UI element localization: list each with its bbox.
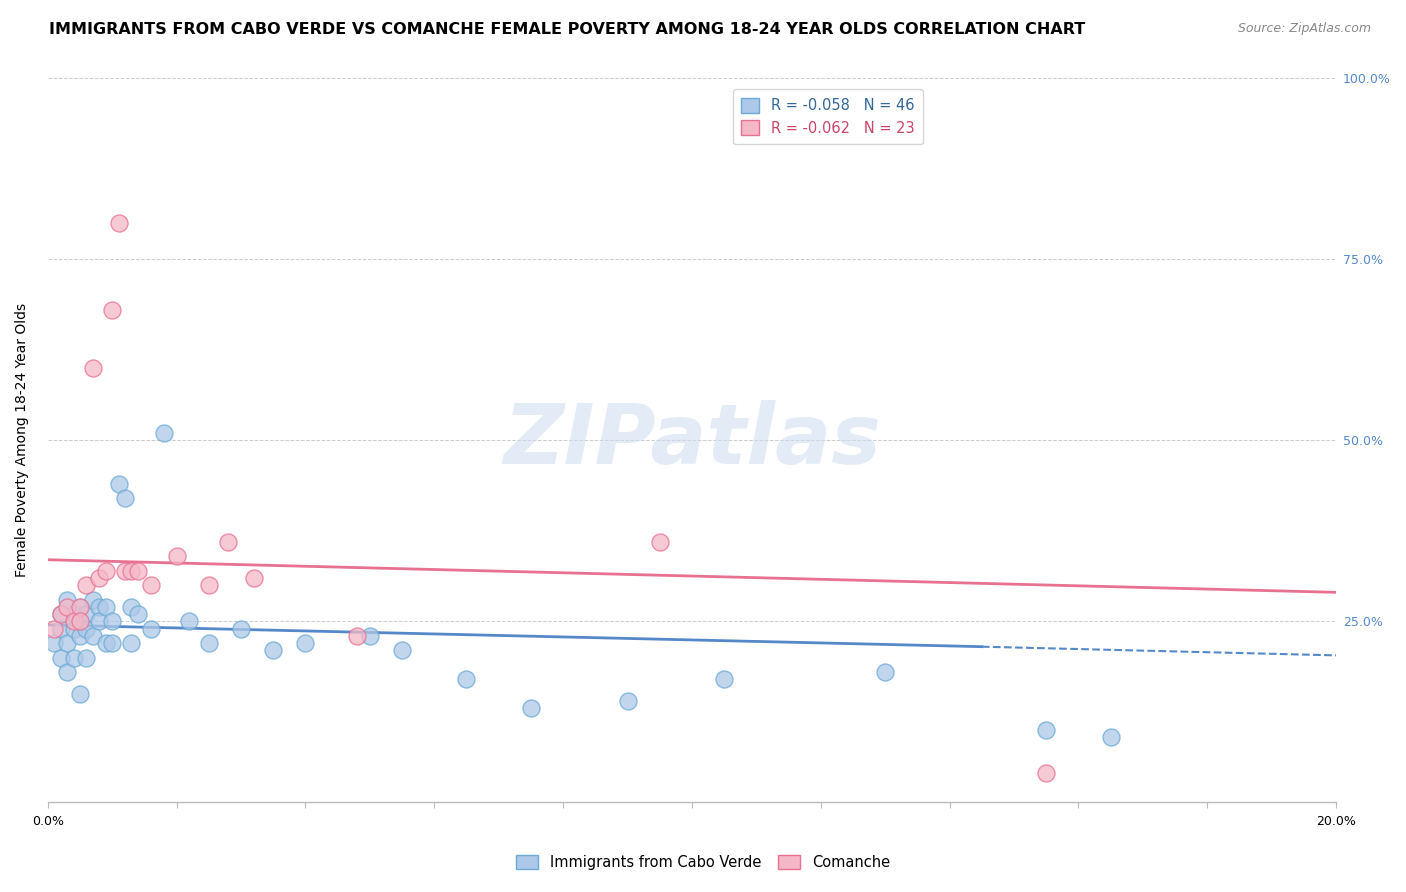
Point bbox=[94, 599, 117, 614]
Legend: R = -0.058   N = 46, R = -0.062   N = 23: R = -0.058 N = 46, R = -0.062 N = 23 bbox=[733, 89, 922, 145]
Point bbox=[127, 564, 149, 578]
Point bbox=[89, 599, 111, 614]
Text: ZIPatlas: ZIPatlas bbox=[503, 400, 882, 481]
Legend: Immigrants from Cabo Verde, Comanche: Immigrants from Cabo Verde, Comanche bbox=[510, 849, 896, 876]
Point bbox=[179, 615, 201, 629]
Point bbox=[56, 592, 79, 607]
Point bbox=[152, 425, 174, 440]
Text: Source: ZipAtlas.com: Source: ZipAtlas.com bbox=[1237, 22, 1371, 36]
Point bbox=[121, 599, 143, 614]
Point bbox=[346, 629, 368, 643]
Point bbox=[94, 564, 117, 578]
Point bbox=[127, 607, 149, 621]
Point bbox=[294, 636, 316, 650]
Point bbox=[75, 650, 97, 665]
Point bbox=[107, 216, 129, 230]
Point bbox=[94, 636, 117, 650]
Point bbox=[69, 599, 91, 614]
Point bbox=[89, 571, 111, 585]
Point bbox=[262, 643, 284, 657]
Point bbox=[101, 302, 124, 317]
Point bbox=[121, 564, 143, 578]
Point bbox=[1035, 766, 1057, 780]
Point bbox=[69, 615, 91, 629]
Point bbox=[75, 578, 97, 592]
Point bbox=[139, 578, 162, 592]
Point bbox=[69, 615, 91, 629]
Point bbox=[114, 491, 136, 505]
Point bbox=[62, 622, 84, 636]
Point bbox=[520, 701, 543, 715]
Point bbox=[82, 592, 104, 607]
Point bbox=[56, 599, 79, 614]
Point bbox=[44, 622, 66, 636]
Point bbox=[56, 665, 79, 679]
Point bbox=[82, 360, 104, 375]
Point bbox=[198, 578, 221, 592]
Point bbox=[75, 607, 97, 621]
Point bbox=[1035, 723, 1057, 737]
Point bbox=[49, 607, 72, 621]
Point bbox=[101, 636, 124, 650]
Point bbox=[359, 629, 381, 643]
Point bbox=[217, 534, 239, 549]
Point bbox=[875, 665, 897, 679]
Point bbox=[243, 571, 266, 585]
Point bbox=[713, 673, 735, 687]
Point bbox=[114, 564, 136, 578]
Point bbox=[391, 643, 413, 657]
Point bbox=[166, 549, 188, 563]
Point bbox=[107, 476, 129, 491]
Point bbox=[229, 622, 252, 636]
Point bbox=[49, 607, 72, 621]
Point bbox=[56, 636, 79, 650]
Point bbox=[1099, 731, 1122, 745]
Point bbox=[198, 636, 221, 650]
Point bbox=[69, 629, 91, 643]
Point bbox=[101, 615, 124, 629]
Point bbox=[89, 615, 111, 629]
Point bbox=[121, 636, 143, 650]
Point bbox=[456, 673, 478, 687]
Point bbox=[69, 599, 91, 614]
Point bbox=[648, 534, 671, 549]
Point bbox=[139, 622, 162, 636]
Point bbox=[616, 694, 638, 708]
Text: IMMIGRANTS FROM CABO VERDE VS COMANCHE FEMALE POVERTY AMONG 18-24 YEAR OLDS CORR: IMMIGRANTS FROM CABO VERDE VS COMANCHE F… bbox=[49, 22, 1085, 37]
Point bbox=[62, 650, 84, 665]
Point bbox=[75, 622, 97, 636]
Point bbox=[44, 636, 66, 650]
Y-axis label: Female Poverty Among 18-24 Year Olds: Female Poverty Among 18-24 Year Olds bbox=[15, 303, 30, 577]
Point bbox=[49, 650, 72, 665]
Point bbox=[49, 622, 72, 636]
Point bbox=[69, 687, 91, 701]
Point bbox=[82, 629, 104, 643]
Point bbox=[62, 615, 84, 629]
Point bbox=[62, 607, 84, 621]
